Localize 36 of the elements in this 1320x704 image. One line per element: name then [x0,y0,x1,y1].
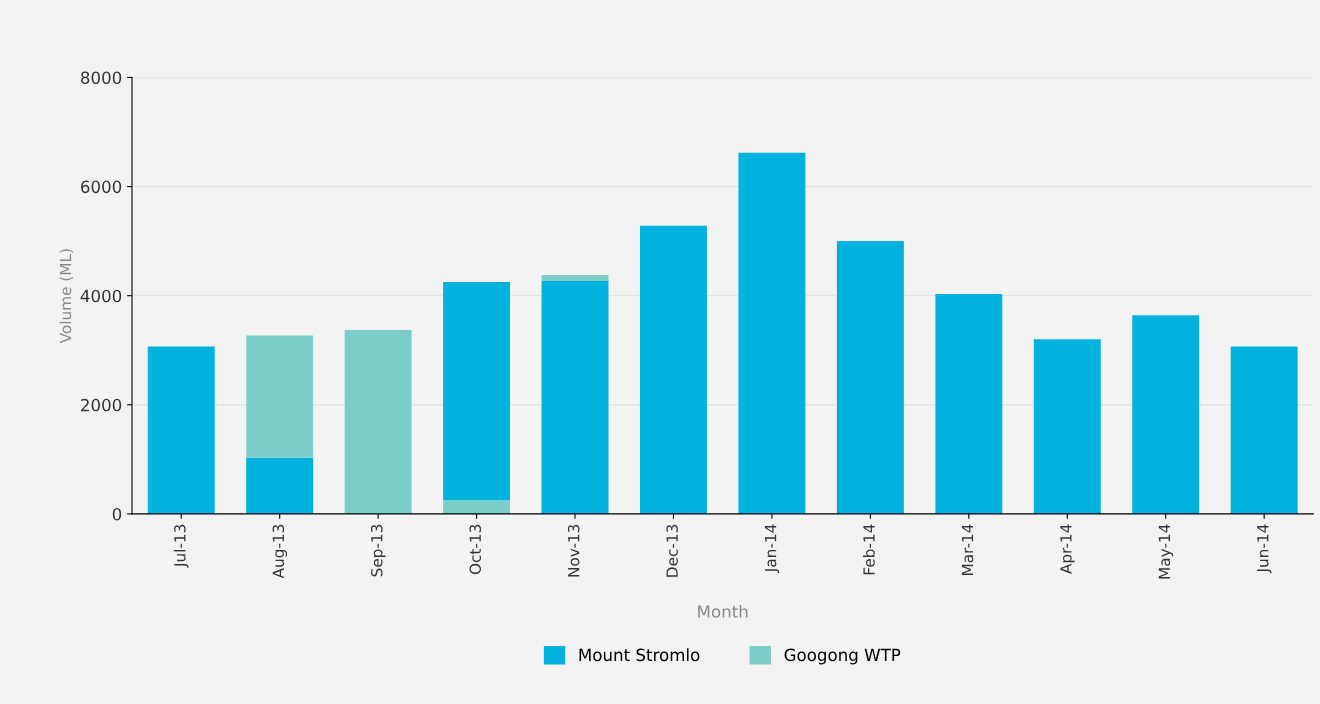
bar [443,500,511,514]
bar [344,330,412,514]
bar [640,225,707,514]
bar [935,294,1003,514]
y-tick-label: 0 [112,507,122,521]
bar [147,346,215,514]
bar [246,335,314,458]
x-tick-label: Jul-13 [173,524,189,568]
x-tick-label: Dec-13 [666,524,678,577]
x-tick-label: Feb-14 [862,524,875,575]
legend-label: Mount Stromlo [579,648,700,662]
bar [541,274,609,281]
x-tick-label: Jan-14 [765,524,780,573]
bar [836,241,904,514]
bar [738,152,806,514]
x-tick-label: May-14 [1158,524,1174,579]
bar [1033,339,1101,514]
y-tick-label: 4000 [80,289,122,303]
x-tick-label: Mar-14 [961,524,974,575]
bar [1132,315,1200,514]
y-tick-label: 6000 [81,180,122,194]
x-tick-label: Sep-13 [371,524,386,577]
y-axis-title: Volume (ML) [59,249,74,344]
x-tick-label: Oct-13 [469,524,482,575]
bar [541,280,609,514]
x-tick-label: Nov-13 [567,524,580,577]
legend-label: Googong WTP [784,648,901,665]
bar [246,457,314,514]
x-tick-label: Apr-14 [1060,524,1075,574]
x-tick-label: Aug-13 [272,524,288,579]
x-axis-title: Month [698,604,748,618]
bar [1230,346,1298,514]
bar [443,282,511,501]
y-tick-label: 2000 [81,398,122,412]
y-tick-label: 8000 [80,71,122,85]
x-tick-label: Jun-14 [1257,524,1272,574]
